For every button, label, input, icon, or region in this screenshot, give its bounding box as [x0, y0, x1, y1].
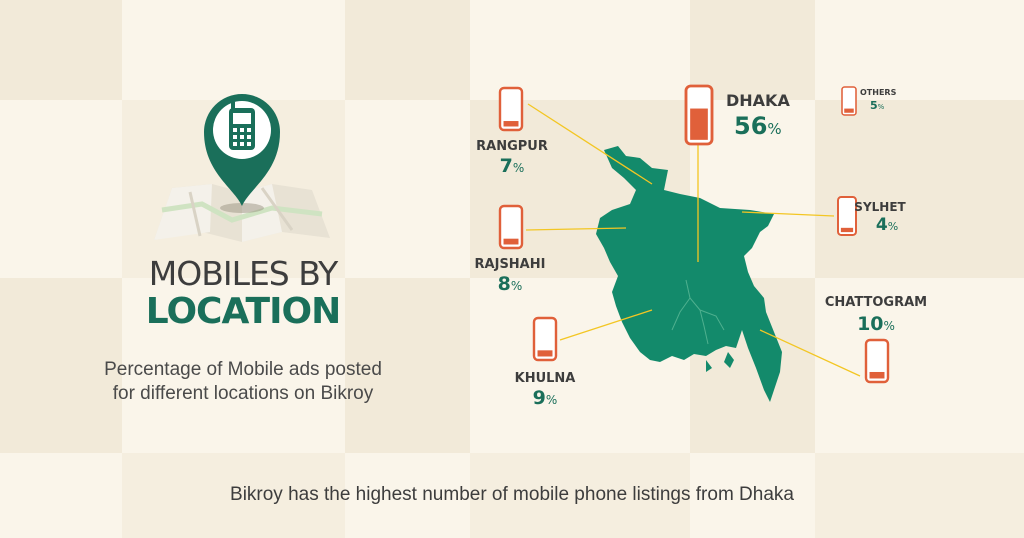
phone-fill-rajshahi	[503, 238, 519, 245]
region-value-dhaka: 56%	[734, 112, 782, 140]
leader-line-rangpur	[527, 103, 653, 185]
footer-note: Bikroy has the highest number of mobile …	[230, 484, 794, 505]
mobile-phone-icon	[498, 86, 524, 132]
region-label-sylhet: SYLHET	[854, 200, 906, 214]
region-label-khulna: KHULNA	[515, 371, 576, 386]
region-value-sylhet: 4%	[876, 215, 898, 235]
mobile-phone-icon	[837, 196, 857, 236]
leader-line-khulna	[559, 309, 653, 341]
region-chattogram: CHATTOGRAM 10%	[825, 295, 927, 384]
region-dhaka: DHAKA 56%	[684, 84, 790, 146]
page-title-line1: MOBILES BY	[148, 254, 338, 293]
page-subtitle: Percentage of Mobile ads posted for diff…	[104, 359, 382, 404]
leader-line-chattogram	[759, 329, 861, 377]
phone-fill-rangpur	[503, 121, 519, 127]
region-value-others: 5%	[870, 99, 885, 112]
mobile-phone-icon	[498, 204, 524, 250]
region-label-others: OTHERS	[860, 88, 897, 97]
leader-line-rajshahi	[525, 227, 627, 231]
region-label-rangpur: RANGPUR	[476, 139, 548, 154]
region-label-dhaka: DHAKA	[726, 91, 790, 110]
phone-fill-dhaka	[690, 108, 708, 140]
region-value-rangpur: 7%	[500, 155, 525, 177]
region-label-rajshahi: RAJSHAHI	[475, 257, 546, 272]
region-value-chattogram: 10%	[857, 313, 895, 335]
phone-fill-chattogram	[869, 371, 885, 379]
bangladesh-map-shape	[596, 146, 782, 402]
mobile-phone-icon	[841, 86, 857, 116]
phone-fill-others	[844, 108, 854, 113]
map-pin-mobile-icon	[154, 94, 330, 242]
phone-fill-sylhet	[840, 227, 854, 233]
bay-islands	[706, 352, 734, 372]
leader-line-sylhet	[741, 211, 835, 217]
region-label-chattogram: CHATTOGRAM	[825, 295, 927, 310]
page-title-line2: LOCATION	[145, 291, 341, 332]
mobile-phone-icon	[532, 316, 558, 362]
phone-fill-khulna	[537, 350, 553, 357]
mobile-phone-icon	[864, 338, 890, 384]
region-value-khulna: 9%	[533, 387, 558, 409]
region-value-rajshahi: 8%	[498, 273, 523, 295]
rivers	[671, 279, 725, 345]
region-others: OTHERS 5%	[841, 86, 897, 116]
